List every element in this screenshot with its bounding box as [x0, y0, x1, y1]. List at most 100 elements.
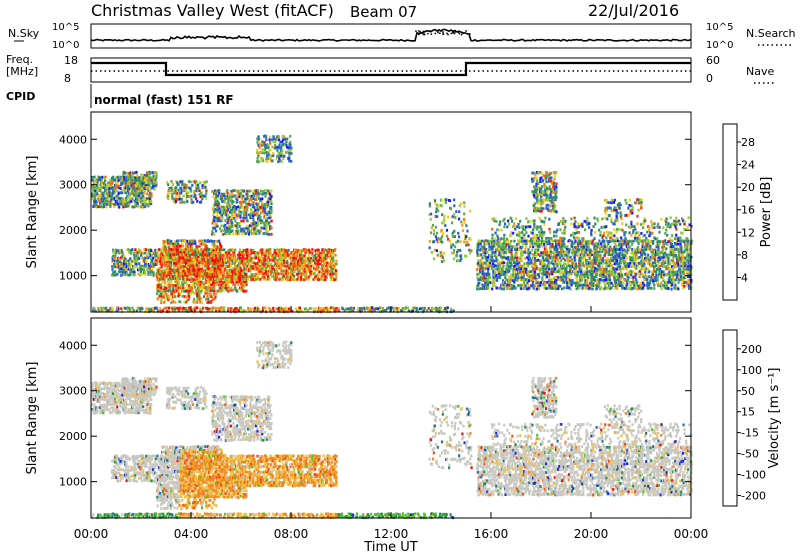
scatter-cell: [110, 191, 113, 195]
scatter-cell: [158, 280, 161, 283]
scatter-cell: [518, 258, 521, 262]
scatter-cell: [254, 209, 257, 212]
scatter-cell: [215, 283, 218, 286]
scatter-cell: [481, 278, 484, 282]
scatter-cell: [270, 273, 273, 276]
scatter-cell: [213, 297, 216, 301]
scatter-cell: [556, 250, 559, 253]
scatter-cell: [457, 231, 460, 235]
scatter-cell: [270, 262, 273, 266]
scatter-cell: [241, 269, 244, 273]
scatter-cell: [326, 264, 329, 268]
scatter-cell: [546, 259, 549, 262]
scatter-cell: [163, 256, 166, 259]
scatter-cell: [168, 245, 171, 249]
scatter-cell: [220, 229, 223, 233]
scatter-cell: [263, 203, 266, 207]
scatter-cell: [162, 289, 165, 293]
scatter-cell: [551, 243, 554, 246]
scatter-cell: [266, 219, 269, 223]
scatter-cell: [238, 272, 241, 275]
scatter-cell: [502, 253, 505, 257]
scatter-cell: [150, 195, 153, 198]
scatter-cell: [478, 281, 481, 285]
scatter-cell: [269, 227, 272, 231]
scatter-cell: [132, 265, 135, 268]
scatter-cell: [554, 267, 557, 271]
scatter-cell: [285, 140, 288, 144]
scatter-cell: [123, 254, 126, 258]
scatter-cell: [334, 262, 337, 265]
scatter-cell: [534, 273, 537, 276]
scatter-cell: [202, 253, 205, 256]
scatter-cell: [496, 239, 499, 243]
scatter-cell: [145, 203, 148, 206]
nsearch-point: [434, 32, 437, 35]
scatter-cell: [151, 259, 154, 263]
scatter-cell: [534, 261, 537, 265]
scatter-cell: [101, 181, 104, 185]
scatter-cell: [273, 264, 276, 267]
scatter-cell: [257, 229, 260, 233]
scatter-cell: [263, 151, 266, 155]
scatter-cell: [179, 201, 182, 204]
scatter-cell: [204, 291, 207, 295]
scatter-cell: [133, 189, 136, 193]
scatter-cell: [286, 261, 289, 265]
scatter-cell: [200, 283, 203, 286]
scatter-cell: [221, 273, 224, 277]
scatter-cell: [184, 286, 187, 290]
scatter-cell: [139, 249, 142, 253]
scatter-cell: [485, 267, 488, 270]
scatter-cell: [93, 202, 96, 205]
scatter-cell: [246, 192, 249, 196]
scatter-cell: [314, 275, 317, 279]
scatter-cell: [182, 269, 185, 273]
scatter-cell: [147, 186, 150, 190]
scatter-cell: [311, 251, 314, 255]
scatter-cell: [314, 269, 317, 273]
scatter-cell: [535, 248, 538, 252]
scatter-cell: [212, 297, 215, 301]
scatter-cell: [538, 244, 541, 248]
scatter-cell: [513, 280, 516, 284]
scatter-cell: [106, 199, 109, 203]
scatter-cell: [478, 272, 481, 276]
scatter-cell: [202, 250, 205, 254]
scatter-cell: [221, 288, 224, 292]
scatter-cell: [105, 306, 108, 310]
scatter-cell: [213, 269, 216, 273]
scatter-cell: [528, 255, 531, 259]
scatter-cell: [178, 264, 181, 268]
scatter-cell: [185, 269, 188, 273]
scatter-cell: [321, 256, 324, 260]
scatter-cell: [233, 275, 236, 279]
scatter-cell: [374, 307, 378, 311]
scatter-cell: [185, 278, 188, 282]
scatter-cell: [335, 272, 338, 276]
scatter-cell: [233, 309, 236, 312]
scatter-cell: [107, 309, 110, 312]
scatter-cell: [301, 256, 304, 259]
scatter-cell: [127, 248, 130, 252]
scatter-cell: [165, 292, 168, 296]
scatter-cell: [145, 260, 148, 263]
scatter-cell: [538, 239, 541, 243]
scatter-cell: [187, 268, 190, 272]
scatter-cell: [477, 253, 480, 256]
scatter-cell: [232, 288, 235, 292]
scatter-cell: [226, 203, 229, 206]
scatter-cell: [147, 204, 150, 208]
scatter-cell: [256, 309, 259, 312]
scatter-cell: [185, 262, 188, 265]
scatter-cell: [323, 256, 326, 260]
scatter-cell: [177, 244, 180, 248]
scatter-cell: [101, 179, 104, 183]
scatter-cell: [288, 159, 291, 163]
scatter-cell: [450, 221, 454, 225]
scatter-cell: [258, 197, 261, 200]
scatter-cell: [133, 265, 136, 269]
scatter-cell: [268, 277, 271, 281]
scatter-cell: [209, 274, 212, 278]
scatter-cell: [232, 200, 235, 204]
